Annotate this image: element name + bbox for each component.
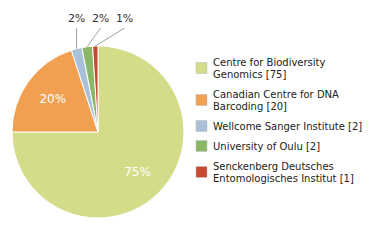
pie-slice bbox=[82, 46, 98, 132]
legend-label: Canadian Centre for DNABarcoding [20] bbox=[213, 89, 339, 112]
data-label: 1% bbox=[116, 12, 133, 25]
data-label: 75% bbox=[124, 165, 151, 179]
legend-label-line: Senckenberg Deutsches bbox=[213, 161, 334, 172]
leader-line bbox=[95, 28, 124, 46]
legend-label: Centre for BiodiversityGenomics [75] bbox=[213, 57, 326, 80]
slice-labels: 75% 20% 2% 2% 1% bbox=[39, 12, 150, 179]
data-label: 2% bbox=[92, 12, 109, 25]
legend-label: Wellcome Sanger Institute [2] bbox=[213, 121, 362, 132]
legend-label-line: Canadian Centre for DNA bbox=[213, 89, 339, 100]
legend-label: University of Oulu [2] bbox=[213, 141, 320, 152]
legend-label-line: Wellcome Sanger Institute [2] bbox=[213, 121, 362, 132]
legend-label-line: Entomologisches Institut [1] bbox=[213, 173, 354, 184]
legend-label-line: University of Oulu [2] bbox=[213, 141, 320, 152]
legend: Centre for BiodiversityGenomics [75] Cana… bbox=[196, 57, 362, 184]
data-label: 20% bbox=[39, 92, 66, 106]
leader-line bbox=[76, 28, 77, 49]
legend-label-line: Genomics [75] bbox=[213, 69, 286, 80]
legend-label-line: Barcoding [20] bbox=[213, 101, 287, 112]
data-label: 2% bbox=[68, 12, 85, 25]
legend-swatch bbox=[196, 141, 207, 152]
legend-swatch bbox=[196, 63, 207, 74]
chart-svg: 75% 20% 2% 2% 1% Centre for BiodiversityGenom… bbox=[0, 0, 380, 240]
legend-label-line: Centre for Biodiversity bbox=[213, 57, 326, 68]
legend-swatch bbox=[196, 167, 207, 178]
legend-swatch bbox=[196, 95, 207, 106]
legend-swatch bbox=[196, 121, 207, 132]
pie-slice bbox=[12, 46, 184, 218]
chart-container: 75% 20% 2% 2% 1% Centre for BiodiversityGenom… bbox=[0, 0, 380, 240]
legend-label: Senckenberg DeutschesEntomologisches Ins… bbox=[213, 161, 354, 184]
pie-slice bbox=[93, 46, 98, 132]
slices bbox=[12, 46, 184, 218]
